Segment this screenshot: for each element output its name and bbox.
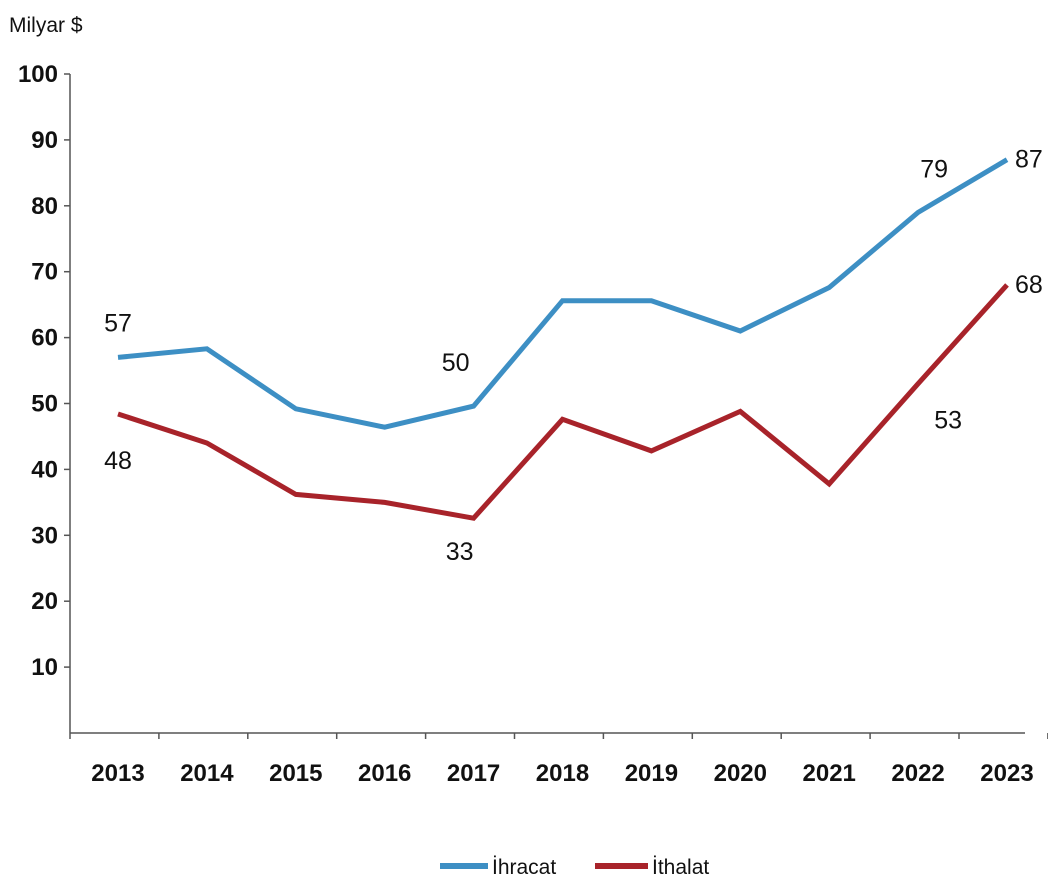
y-tick-label: 20 [31,588,58,615]
data-labels: 57 50 79 87 48 33 53 68 [104,146,1043,566]
x-tick-label: 2021 [803,760,856,787]
y-tick-label: 10 [31,654,58,681]
x-axis-ticks: 2013 2014 2015 2016 2017 2018 2019 2020 2021 2022… [69,733,1048,787]
y-tick-label: 100 [18,61,58,88]
series-line-ithalat [117,283,1009,521]
x-tick-label: 2019 [625,760,678,787]
x-tick-label: 2016 [358,760,411,787]
data-label: 68 [1015,271,1043,299]
data-label: 50 [442,349,470,377]
y-axis-ticks: 10 20 30 40 50 60 70 80 90 100 [18,61,70,681]
series-line-ihracat [117,157,1009,430]
x-tick-label: 2020 [714,760,767,787]
data-label: 53 [934,407,962,435]
legend: İhracat İthalat [440,856,709,879]
data-label: 79 [920,155,948,183]
legend-label: İhracat [492,856,556,879]
y-axis-unit-label: Milyar $ [9,14,83,37]
data-label: 87 [1015,146,1043,174]
y-tick-label: 70 [31,259,58,286]
data-label: 48 [104,447,132,475]
data-label: 57 [104,309,132,337]
y-tick-label: 90 [31,127,58,154]
y-tick-label: 40 [31,456,58,483]
x-tick-label: 2022 [891,760,944,787]
x-tick-label: 2013 [91,760,144,787]
data-label: 33 [446,538,474,566]
y-tick-label: 80 [31,193,58,220]
x-tick-label: 2018 [536,760,589,787]
legend-label: İthalat [652,856,709,879]
axes [69,74,1025,734]
x-tick-label: 2015 [269,760,322,787]
x-tick-label: 2017 [447,760,500,787]
x-tick-label: 2014 [180,760,234,787]
y-tick-label: 50 [31,391,58,418]
series-layer [117,157,1009,521]
y-tick-label: 60 [31,325,58,352]
x-tick-label: 2023 [980,760,1033,787]
y-tick-label: 30 [31,522,58,549]
